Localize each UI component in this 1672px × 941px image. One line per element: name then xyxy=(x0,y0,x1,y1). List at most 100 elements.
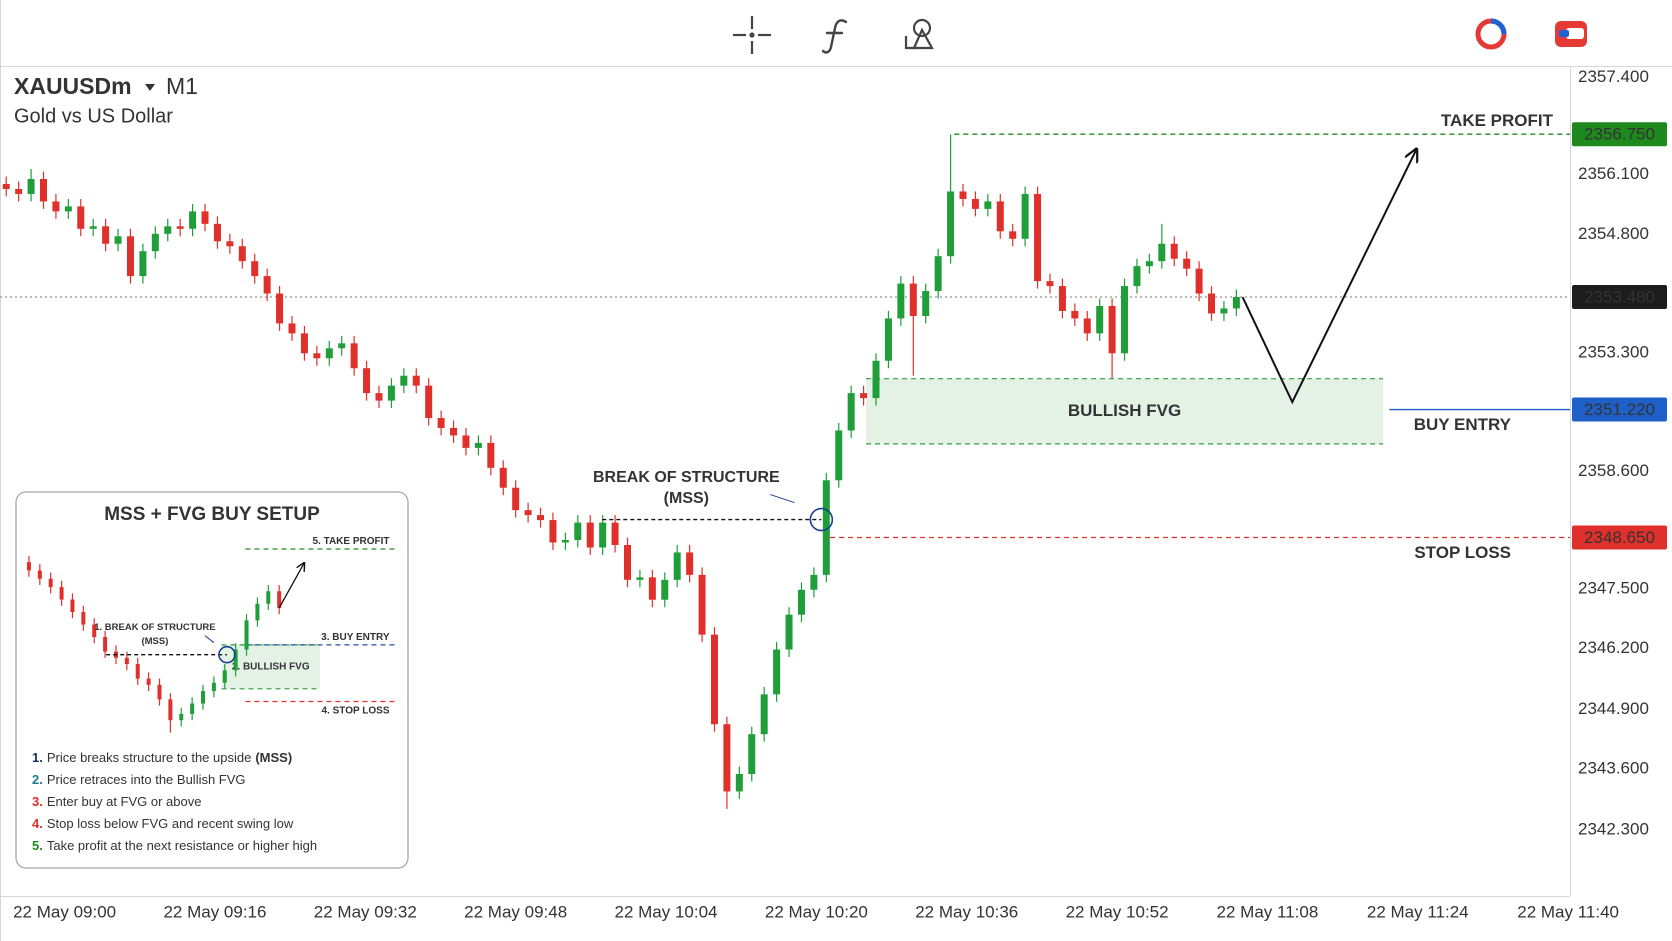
timeframe[interactable]: M1 xyxy=(166,73,198,99)
candle-body xyxy=(785,614,793,650)
setup-step: 4. Stop loss below FVG and recent swing l… xyxy=(32,816,294,831)
candle-body xyxy=(1158,243,1166,262)
candle-body xyxy=(277,591,282,608)
candle-body xyxy=(89,226,97,229)
bos-marker xyxy=(218,645,236,664)
candle-body xyxy=(673,552,681,580)
candle-body xyxy=(934,256,942,292)
candle-body xyxy=(350,343,358,369)
candle-body xyxy=(698,574,706,635)
x-tick-label: 22 May 09:00 xyxy=(13,902,116,921)
setup-step: 5. Take profit at the next resistance or … xyxy=(32,838,317,853)
candle-body xyxy=(400,375,408,386)
candle-body xyxy=(244,620,249,650)
setup-step: 2. Price retraces into the Bullish FVG xyxy=(32,772,246,787)
candle-body xyxy=(524,510,532,516)
candle-body xyxy=(462,435,470,448)
candle-body xyxy=(661,579,669,600)
candle-body xyxy=(425,385,433,419)
candle-body xyxy=(151,233,159,252)
candle-body xyxy=(211,682,216,692)
candle-body xyxy=(102,226,110,244)
candle-body xyxy=(474,442,482,448)
fvg-zone xyxy=(221,644,320,689)
step-text: Take profit at the next resistance or hi… xyxy=(47,838,317,853)
candle-body xyxy=(313,353,321,359)
last-price-label: 2353.480 xyxy=(1584,288,1655,307)
candle-body xyxy=(773,649,781,695)
step-number: 3. xyxy=(32,794,43,809)
setup-diagram: 2. BULLISH FVG 5. TAKE PROFIT 3. BUY ENTRY… xyxy=(26,536,395,853)
indicator-tool[interactable] xyxy=(821,19,848,54)
candle-body xyxy=(599,522,607,548)
candle-body xyxy=(387,385,395,401)
drawing-tool[interactable] xyxy=(904,18,934,50)
candle-body xyxy=(190,703,195,714)
y-tick-label: 2357.400 xyxy=(1578,67,1649,86)
candle-body xyxy=(537,515,545,521)
y-tick-label: 2347.500 xyxy=(1578,578,1649,597)
candle-body xyxy=(26,562,31,571)
candle-body xyxy=(1021,193,1029,239)
candle-body xyxy=(1195,268,1203,294)
candle-body xyxy=(213,223,221,242)
candle-body xyxy=(124,657,129,665)
bos-label: (MSS) xyxy=(141,636,168,647)
candle-body xyxy=(450,427,458,436)
candle-body xyxy=(52,201,60,212)
symbol[interactable]: XAUUSDm xyxy=(14,73,132,99)
setup-panel xyxy=(15,491,409,869)
candle-body xyxy=(487,442,495,468)
step-text: Enter buy at FVG or above xyxy=(47,794,202,809)
price-tag-label: 2348.650 xyxy=(1584,528,1655,547)
candle-body xyxy=(59,587,64,600)
candle-body xyxy=(176,226,184,229)
price-tag xyxy=(1572,122,1667,147)
candle-body xyxy=(251,261,259,277)
candle-body xyxy=(375,393,383,401)
candle-body xyxy=(710,634,718,725)
candle-body xyxy=(168,699,173,721)
candle-body xyxy=(64,206,72,212)
price-tag xyxy=(1572,525,1667,550)
candle-body xyxy=(157,684,162,700)
level-label: STOP LOSS xyxy=(1414,543,1511,562)
x-tick-label: 22 May 09:16 xyxy=(163,902,266,921)
symbol-description: Gold vs US Dollar xyxy=(14,105,173,127)
candle-body xyxy=(1046,281,1054,287)
app-icon-1[interactable] xyxy=(1475,18,1507,50)
candle-body xyxy=(512,487,520,511)
candle-body xyxy=(135,664,140,679)
price-tag-label: 2356.750 xyxy=(1584,125,1655,144)
candle-body xyxy=(266,591,271,604)
y-tick-label: 2354.800 xyxy=(1578,224,1649,243)
candle-body xyxy=(1170,243,1178,259)
x-tick-label: 22 May 11:40 xyxy=(1517,902,1619,921)
candle-body xyxy=(37,570,42,579)
crosshair-tool[interactable] xyxy=(733,16,771,54)
app-icon-2[interactable] xyxy=(1555,21,1587,47)
step-number: 2. xyxy=(32,772,43,787)
candle-body xyxy=(103,637,108,652)
candle-body xyxy=(1183,258,1191,269)
price-tag xyxy=(1572,397,1667,422)
candle-body xyxy=(860,393,868,399)
candle-body xyxy=(748,734,756,775)
setup-step: 1. Price breaks structure to the upside (M… xyxy=(32,750,292,765)
toolbar xyxy=(0,16,1672,67)
step-number: 4. xyxy=(32,816,43,831)
candle-body xyxy=(263,276,271,294)
level-label: BUY ENTRY xyxy=(1414,415,1512,434)
candle-body xyxy=(437,418,445,428)
candle-body xyxy=(810,574,818,590)
step-text: Price breaks structure to the upside xyxy=(47,750,252,765)
candle-body xyxy=(996,201,1004,232)
candle-body xyxy=(201,211,209,224)
bos-marker xyxy=(809,507,834,532)
level-label: TAKE PROFIT xyxy=(1441,111,1554,130)
candle-body xyxy=(338,343,346,349)
symbol-dropdown[interactable] xyxy=(145,84,155,91)
candle-body xyxy=(959,191,967,199)
setup-title: MSS + FVG BUY SETUP xyxy=(104,504,320,525)
